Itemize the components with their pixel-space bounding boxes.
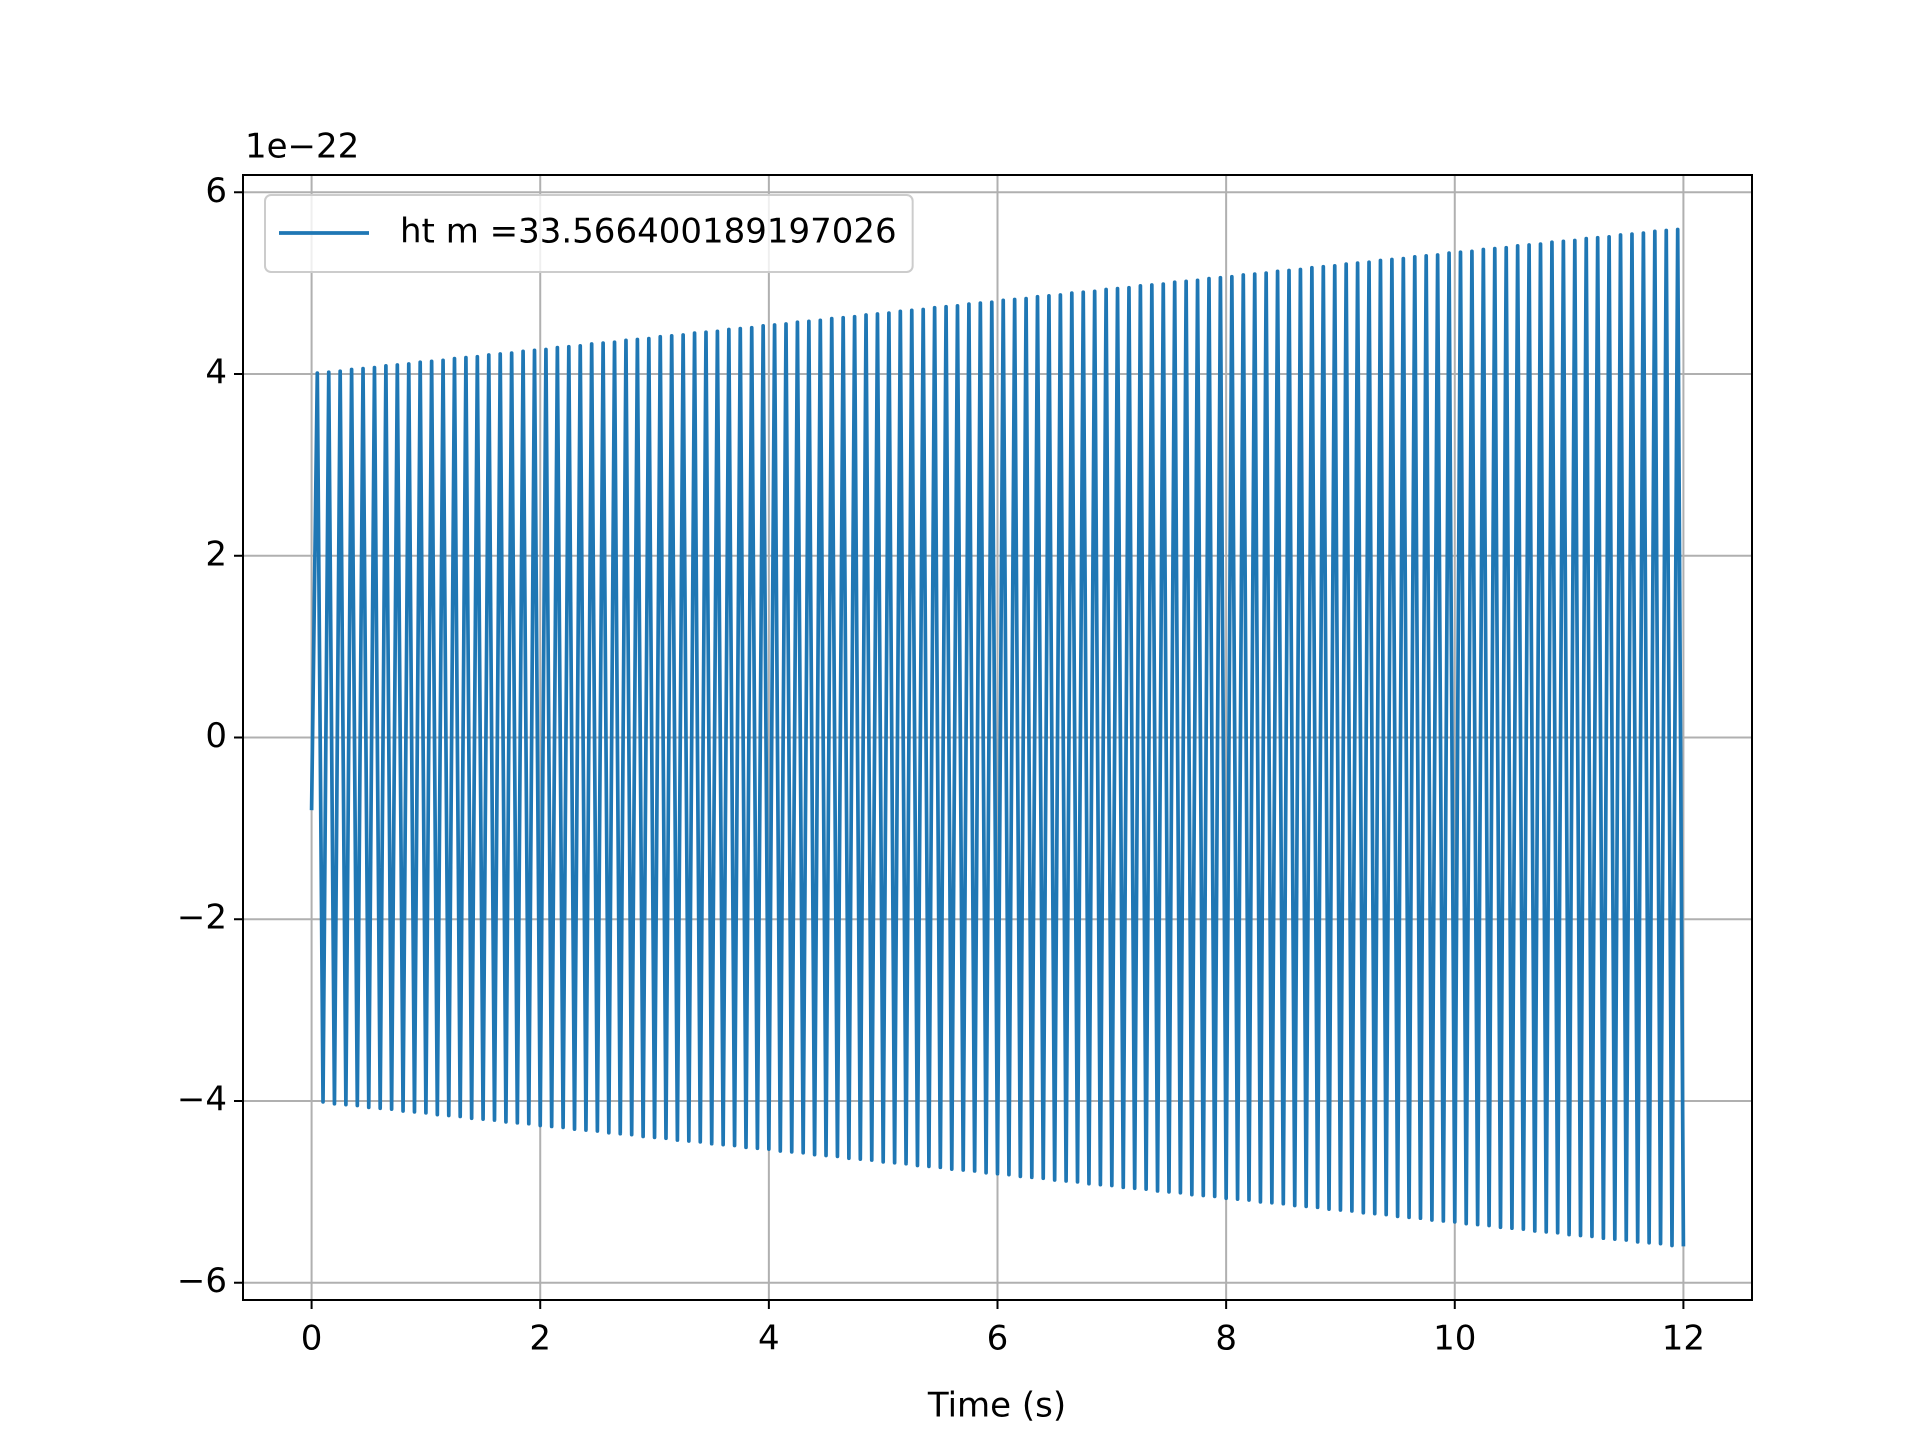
y-tick-label: 6 (205, 171, 227, 211)
x-tick-label: 10 (1433, 1319, 1476, 1359)
y-tick-label: 2 (205, 534, 227, 574)
x-tick-label: 8 (1215, 1319, 1237, 1359)
x-tick-label: 4 (758, 1319, 780, 1359)
legend-label: ht m =33.566400189197026 (400, 212, 897, 252)
axes-frame (242, 174, 1753, 1301)
y-tick-label: −4 (177, 1079, 227, 1119)
legend-box (264, 194, 914, 273)
y-tick-label: 4 (205, 353, 227, 393)
legend: ht m =33.566400189197026 (264, 194, 914, 273)
data-line (309, 227, 1686, 1248)
y-tick-label: −6 (177, 1261, 227, 1301)
y-offset-label: 1e−22 (245, 127, 359, 167)
x-tick-label: 0 (301, 1319, 323, 1359)
x-tick-label: 6 (987, 1319, 1009, 1359)
x-axis-label: Time (s) (927, 1386, 1066, 1426)
x-tick-label: 12 (1662, 1319, 1705, 1359)
x-tick-label: 2 (529, 1319, 551, 1359)
y-tick-label: −2 (177, 898, 227, 938)
y-tick-label: 0 (205, 716, 227, 756)
